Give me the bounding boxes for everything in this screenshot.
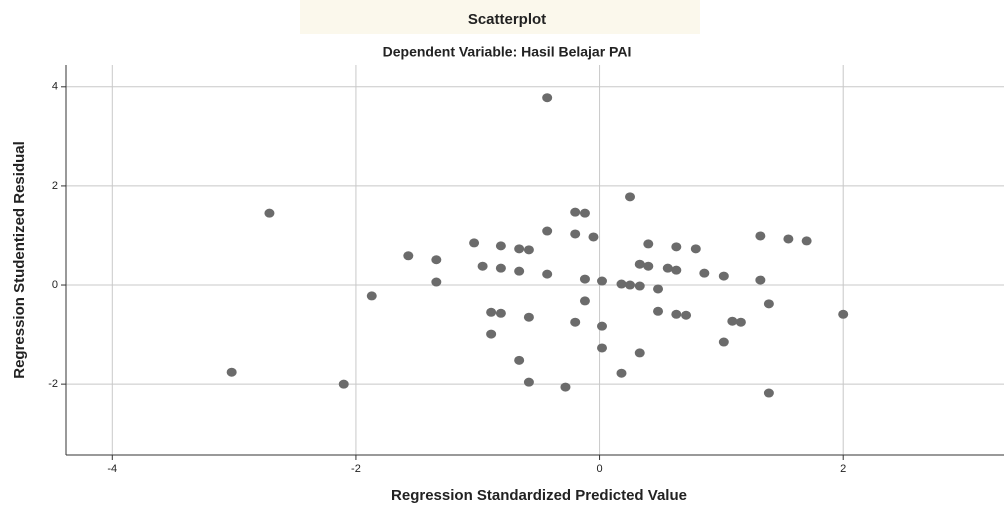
point — [801, 236, 812, 246]
point — [542, 269, 553, 279]
point — [616, 368, 627, 378]
point — [514, 266, 525, 276]
y-tick-label: -2 — [48, 378, 58, 390]
point — [579, 274, 590, 284]
point — [523, 377, 534, 387]
y-axis-label: Regression Studentized Residual — [11, 141, 28, 379]
point — [625, 280, 636, 290]
point — [523, 312, 534, 322]
point — [495, 263, 506, 273]
chart-subtitle: Dependent Variable: Hasil Belajar PAI — [383, 44, 632, 60]
y-tick-label: 2 — [52, 180, 58, 192]
point — [699, 268, 710, 278]
point — [763, 299, 774, 309]
point — [718, 337, 729, 347]
point — [579, 296, 590, 306]
x-tick-label: -2 — [351, 463, 361, 475]
point — [495, 308, 506, 318]
title-band — [300, 0, 700, 34]
point — [755, 275, 766, 285]
y-tick-label: 4 — [52, 81, 58, 93]
point — [597, 276, 607, 286]
point — [653, 306, 664, 316]
point — [570, 229, 581, 239]
point — [653, 284, 664, 294]
x-tick-label: -4 — [107, 463, 117, 475]
point — [570, 317, 581, 327]
point — [783, 234, 794, 244]
point — [226, 367, 237, 377]
point — [671, 265, 682, 275]
point — [643, 261, 654, 271]
point — [264, 208, 275, 218]
point — [634, 259, 645, 269]
point — [597, 343, 607, 353]
point — [718, 271, 729, 281]
x-tick-label: 2 — [840, 463, 846, 475]
point — [579, 208, 590, 218]
point — [838, 309, 849, 319]
point — [755, 231, 766, 241]
point — [616, 279, 627, 289]
point — [338, 379, 349, 389]
point — [643, 239, 654, 249]
point — [634, 348, 645, 358]
point — [570, 207, 581, 217]
point — [495, 241, 506, 251]
point — [403, 251, 414, 261]
point — [523, 245, 534, 255]
point — [727, 316, 738, 326]
x-axis-label: Regression Standardized Predicted Value — [391, 487, 687, 504]
point — [486, 307, 497, 317]
point — [560, 382, 571, 392]
point — [469, 238, 480, 248]
point — [514, 355, 525, 365]
point — [588, 232, 599, 242]
x-tick-label: 0 — [597, 463, 603, 475]
point — [662, 263, 673, 273]
point — [514, 244, 525, 254]
point — [671, 242, 682, 252]
point — [486, 329, 497, 339]
y-tick-label: 0 — [52, 279, 58, 291]
point — [634, 281, 645, 291]
point — [542, 226, 553, 236]
point — [597, 321, 607, 331]
point — [671, 309, 682, 319]
point — [625, 192, 636, 202]
point — [477, 261, 488, 271]
point — [690, 244, 701, 254]
point — [681, 310, 692, 320]
point — [735, 317, 746, 327]
point — [431, 255, 442, 265]
point — [366, 291, 377, 301]
point — [431, 277, 442, 287]
chart-title: Scatterplot — [468, 11, 546, 28]
point — [763, 388, 774, 398]
point — [542, 93, 553, 103]
